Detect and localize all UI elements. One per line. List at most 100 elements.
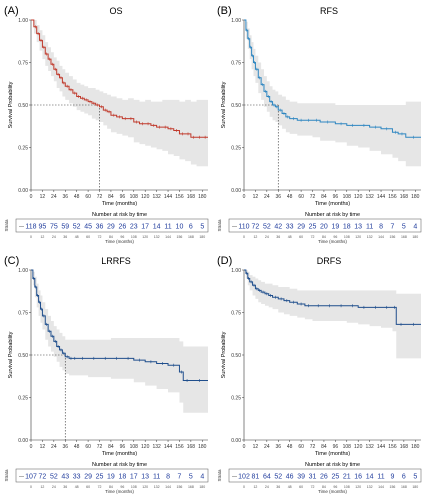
risk-x-tick-label: 132 xyxy=(367,485,373,489)
risk-x-tick-label: 60 xyxy=(299,235,303,239)
x-tick-label: 132 xyxy=(365,194,374,200)
y-tick-label: 0.50 xyxy=(231,103,241,109)
at-risk-count: 11 xyxy=(153,474,160,481)
x-tick-label: 156 xyxy=(388,444,397,450)
panel-label: (D) xyxy=(217,255,232,267)
x-tick-label: 24 xyxy=(51,444,57,450)
risk-x-tick-label: 132 xyxy=(154,485,160,489)
risk-x-tick-label: 0 xyxy=(30,485,32,489)
risk-x-tick-label: 84 xyxy=(322,235,326,239)
x-tick-label: 0 xyxy=(30,444,33,450)
at-risk-count: 75 xyxy=(50,224,58,231)
y-tick-label: 0.25 xyxy=(18,395,28,401)
risk-x-tick-label: 96 xyxy=(333,485,337,489)
risk-x-tick-label: 96 xyxy=(120,485,124,489)
risk-x-tick-label: 168 xyxy=(188,235,194,239)
y-tick-label: 0.00 xyxy=(231,438,241,444)
panel-drfs: (D) DRFS Survival Probability 0.00 0.25 0.50 0… xyxy=(217,255,422,494)
x-tick-label: 108 xyxy=(343,194,352,200)
at-risk-count: 26 xyxy=(320,474,328,481)
panel-os: (A) OS Survival Probability 0.00 0.25 0.50 0.7… xyxy=(4,5,209,244)
panel-lrrfs: (C) LRRFS Survival Probability 0.00 0.25 0.50… xyxy=(4,255,209,494)
at-risk-count: 25 xyxy=(331,474,339,481)
x-tick-label: 120 xyxy=(354,444,363,450)
risk-table-box xyxy=(228,468,422,483)
risk-x-tick-label: 120 xyxy=(355,235,361,239)
risk-x-tick-label: 168 xyxy=(401,485,407,489)
x-tick-label: 168 xyxy=(187,194,196,200)
strata-label: Strata xyxy=(4,219,9,232)
confidence-band xyxy=(31,270,208,413)
risk-x-tick-label: 108 xyxy=(344,485,350,489)
y-tick-label: 0.75 xyxy=(231,310,241,316)
y-tick-label: 0.75 xyxy=(18,310,28,316)
at-risk-count: 72 xyxy=(252,224,260,231)
at-risk-count: 14 xyxy=(366,474,374,481)
at-risk-count: 29 xyxy=(84,474,92,481)
panel-title: RFS xyxy=(320,6,338,16)
panel-label: (B) xyxy=(217,5,232,17)
x-tick-label: 144 xyxy=(164,194,173,200)
at-risk-count: 81 xyxy=(252,474,260,481)
risk-x-tick-label: 180 xyxy=(412,235,418,239)
at-risk-count: 13 xyxy=(354,224,362,231)
x-tick-label: 180 xyxy=(411,194,420,200)
risk-x-tick-label: 0 xyxy=(243,235,245,239)
risk-x-tick-label: 72 xyxy=(98,235,102,239)
x-tick-label: 0 xyxy=(243,194,246,200)
x-tick-label: 60 xyxy=(85,194,91,200)
y-tick-label: 1.00 xyxy=(18,18,28,24)
at-risk-count: 29 xyxy=(297,224,305,231)
x-tick-label: 48 xyxy=(74,444,80,450)
risk-x-tick-label: 156 xyxy=(177,485,183,489)
risk-x-tick-label: 72 xyxy=(311,235,315,239)
at-risk-count: 64 xyxy=(263,474,271,481)
panel-title: DRFS xyxy=(317,256,342,266)
survival-curve xyxy=(31,269,208,381)
at-risk-count: 14 xyxy=(153,224,161,231)
risk-x-tick-label: 36 xyxy=(63,235,67,239)
risk-x-tick-label: 36 xyxy=(276,485,280,489)
x-tick-label: 96 xyxy=(333,444,339,450)
x-tick-label: 12 xyxy=(253,194,259,200)
x-tick-label: 156 xyxy=(175,444,184,450)
survival-curve xyxy=(244,19,421,138)
x-tick-label: 84 xyxy=(108,194,114,200)
risk-x-tick-label: 144 xyxy=(378,235,384,239)
y-tick-label: 0.50 xyxy=(18,353,28,359)
x-tick-label: 24 xyxy=(264,194,270,200)
y-tick-label: 0.50 xyxy=(18,103,28,109)
risk-table-title: Number at risk by time xyxy=(92,212,147,218)
y-axis-label: Survival Probability xyxy=(8,331,14,378)
risk-x-tick-label: 132 xyxy=(367,235,373,239)
at-risk-count: 11 xyxy=(366,224,373,231)
x-tick-label: 144 xyxy=(377,444,386,450)
x-axis-label: Time (months) xyxy=(315,451,350,457)
x-tick-label: 72 xyxy=(310,444,316,450)
x-tick-label: 36 xyxy=(62,444,68,450)
at-risk-count: 33 xyxy=(73,474,81,481)
x-tick-label: 60 xyxy=(298,194,304,200)
x-tick-label: 72 xyxy=(310,194,316,200)
risk-x-tick-label: 48 xyxy=(288,235,292,239)
at-risk-count: 107 xyxy=(25,474,37,481)
at-risk-count: 95 xyxy=(39,224,47,231)
y-tick-label: 0.25 xyxy=(231,145,241,151)
at-risk-count: 102 xyxy=(238,474,250,481)
x-tick-label: 84 xyxy=(321,444,327,450)
risk-x-axis-label: Time (months) xyxy=(105,489,134,494)
x-axis-label: Time (months) xyxy=(102,201,137,207)
x-tick-label: 144 xyxy=(164,444,173,450)
at-risk-count: 19 xyxy=(331,224,339,231)
risk-x-tick-label: 24 xyxy=(265,235,269,239)
x-tick-label: 84 xyxy=(321,194,327,200)
x-tick-label: 132 xyxy=(152,444,161,450)
at-risk-count: 18 xyxy=(118,474,126,481)
x-tick-label: 0 xyxy=(243,444,246,450)
at-risk-count: 20 xyxy=(320,224,328,231)
risk-x-tick-label: 12 xyxy=(253,485,257,489)
x-tick-label: 168 xyxy=(400,444,409,450)
at-risk-count: 39 xyxy=(297,474,305,481)
risk-x-tick-label: 36 xyxy=(276,235,280,239)
x-tick-label: 48 xyxy=(287,194,293,200)
